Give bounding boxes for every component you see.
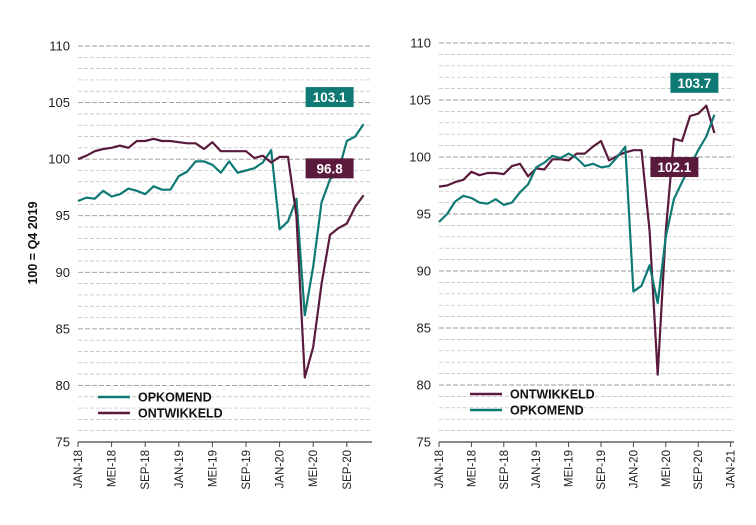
series-line-ontwikkeld [77, 137, 365, 379]
y-tick-label: 90 [56, 265, 70, 280]
y-tick-label: 75 [56, 435, 70, 450]
callout-box-opkomend [305, 87, 354, 108]
x-tick-label: SEP-20 [342, 450, 354, 490]
series-line-opkomend [438, 114, 716, 304]
x-tick-label: JAN-18 [434, 450, 446, 488]
y-tick-label: 90 [417, 264, 431, 279]
x-tick-label: SEP-18 [499, 450, 511, 490]
series-line-opkomend [77, 123, 365, 317]
x-tick-label: JAN-18 [73, 450, 85, 488]
y-tick-label: 100 [409, 150, 431, 165]
end-value-label-ontwikkeld: 102.1 [658, 160, 692, 175]
x-tick-label: SEP-18 [140, 450, 152, 490]
x-tick-label: JAN-19 [531, 450, 543, 488]
end-value-label-ontwikkeld: 96.8 [316, 161, 343, 176]
x-tick-label: JAN-20 [628, 450, 640, 488]
y-axis-label: 100 = Q4 2019 [26, 201, 40, 284]
end-value-label-opkomend: 103.1 [313, 90, 347, 105]
x-tick-label: MEI-19 [564, 450, 576, 487]
legend-label-ontwikkeld: ONTWIKKELD [138, 407, 223, 421]
y-tick-label: 85 [56, 321, 70, 336]
y-tick-label: 105 [48, 95, 70, 110]
callout-box-ontwikkeld [305, 158, 354, 179]
x-tick-label: SEP-19 [596, 450, 608, 490]
y-tick-label: 85 [417, 321, 431, 336]
y-tick-label: 100 [48, 152, 70, 167]
x-tick-label: MEI-20 [661, 450, 673, 487]
legend-label-opkomend: OPKOMEND [510, 404, 584, 418]
y-tick-label: 105 [409, 93, 431, 108]
y-tick-label: 75 [417, 435, 431, 450]
x-tick-label: MEI-19 [207, 450, 219, 487]
x-tick-label: MEI-20 [308, 450, 320, 487]
x-tick-label: JAN-21 [726, 450, 738, 488]
series-line-ontwikkeld [438, 104, 716, 376]
x-tick-label: MEI-18 [107, 450, 119, 487]
callout-box-opkomend [670, 72, 719, 93]
y-tick-label: 80 [56, 378, 70, 393]
end-value-label-opkomend: 103.7 [678, 76, 712, 91]
legend: ONTWIKKELD OPKOMEND [470, 388, 595, 418]
legend: OPKOMEND ONTWIKKELD [98, 391, 223, 421]
x-tick-label: MEI-18 [466, 450, 478, 487]
legend-label-opkomend: OPKOMEND [138, 391, 212, 405]
y-tick-label: 95 [417, 207, 431, 222]
y-tick-label: 110 [410, 36, 431, 51]
x-tick-label: SEP-19 [241, 450, 253, 490]
y-tick-label: 80 [417, 378, 431, 393]
x-tick-label: JAN-20 [275, 450, 287, 488]
x-tick-label: JAN-19 [174, 450, 186, 488]
y-tick-label: 110 [49, 39, 70, 54]
callout-box-ontwikkeld [650, 157, 699, 178]
legend-label-ontwikkeld: ONTWIKKELD [510, 388, 595, 402]
x-tick-label: SEP-20 [693, 450, 705, 490]
y-tick-label: 95 [56, 208, 70, 223]
